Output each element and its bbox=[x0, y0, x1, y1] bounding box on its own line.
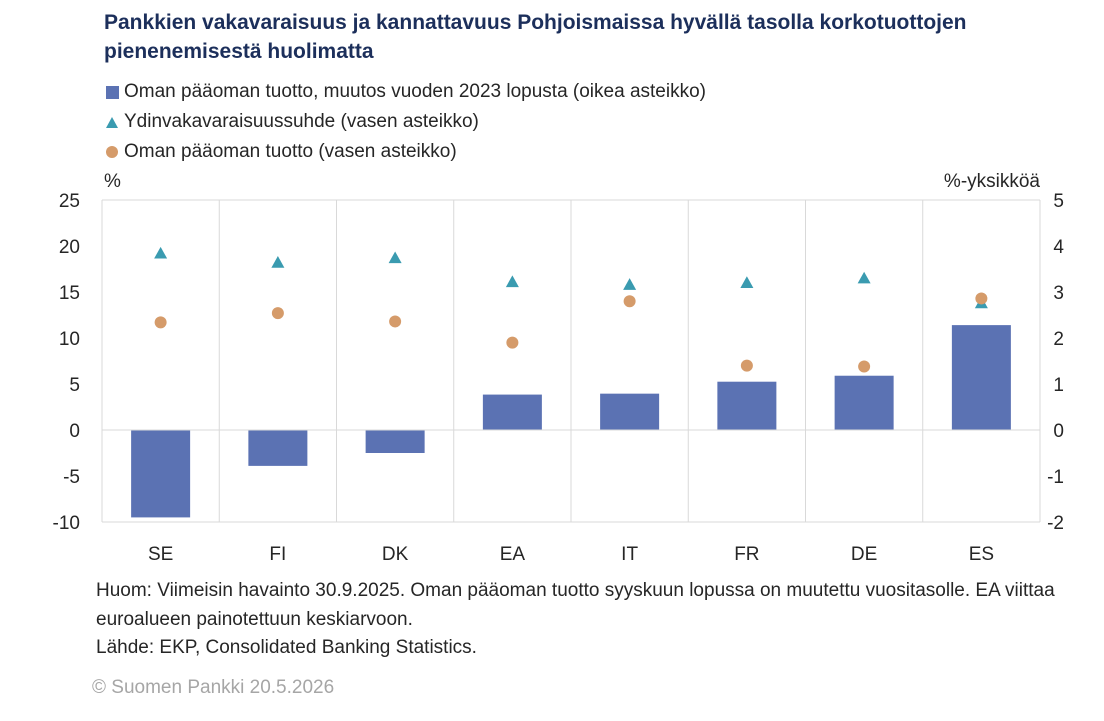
right-axis-tick-label: 5 bbox=[1053, 191, 1064, 212]
roe-point-fr bbox=[740, 359, 753, 372]
cet1-point-ea bbox=[505, 275, 519, 288]
cet1-point-fi bbox=[271, 256, 285, 268]
copyright-text: © Suomen Pankki 20.5.2026 bbox=[92, 677, 335, 698]
legend-item-roe: Oman pääoman tuotto (vasen asteikko) bbox=[104, 137, 706, 167]
right-axis-tick-label: 0 bbox=[1053, 421, 1064, 442]
x-axis-tick-label: SE bbox=[148, 544, 173, 565]
left-axis-tick-label: 20 bbox=[59, 237, 80, 258]
roe-point-es bbox=[975, 292, 988, 305]
cet1-point-de bbox=[857, 271, 871, 284]
left-axis-tick-label: -10 bbox=[53, 513, 80, 534]
x-axis-tick-label: EA bbox=[500, 544, 526, 565]
legend-triangle-marker bbox=[104, 116, 120, 128]
right-axis-tick-label: 3 bbox=[1053, 283, 1064, 304]
legend-item-cet1: Ydinvakavaraisuussuhde (vasen asteikko) bbox=[104, 107, 706, 137]
bar-dk bbox=[365, 430, 425, 453]
note-text: Huom: Viimeisin havainto 30.9.2025. Oman… bbox=[96, 580, 1055, 630]
x-axis-tick-label: DK bbox=[382, 544, 409, 565]
x-axis-tick-label: DE bbox=[851, 544, 877, 565]
left-axis-tick-label: 0 bbox=[69, 421, 80, 442]
right-axis-tick-label: -2 bbox=[1047, 513, 1064, 534]
legend-label: Ydinvakavaraisuussuhde (vasen asteikko) bbox=[124, 111, 479, 132]
bar-de bbox=[834, 375, 894, 430]
x-axis-tick-label: IT bbox=[621, 544, 638, 565]
cet1-point-fr bbox=[740, 276, 754, 288]
roe-point-it bbox=[623, 295, 636, 308]
legend-bar-marker bbox=[104, 85, 120, 99]
x-axis-tick-label: FR bbox=[734, 544, 759, 565]
left-axis-tick-label: 10 bbox=[59, 329, 80, 350]
roe-point-fi bbox=[271, 307, 284, 320]
right-axis-unit: %-yksikköä bbox=[943, 171, 1040, 192]
bar-fr bbox=[717, 381, 777, 430]
cet1-point-dk bbox=[388, 251, 402, 264]
legend-label: Oman pääoman tuotto (vasen asteikko) bbox=[124, 141, 457, 162]
left-axis-tick-label: -5 bbox=[63, 467, 80, 488]
cet1-point-se bbox=[154, 246, 168, 259]
right-axis-tick-label: 4 bbox=[1053, 237, 1064, 258]
chart-title: Pankkien vakavaraisuus ja kannattavuus P… bbox=[104, 11, 967, 63]
x-axis-tick-label: FI bbox=[269, 544, 286, 565]
legend-circle-marker bbox=[104, 146, 120, 158]
bar-es bbox=[951, 325, 1011, 430]
roe-point-se bbox=[154, 316, 167, 329]
bar-fi bbox=[248, 430, 308, 466]
right-axis-tick-label: -1 bbox=[1047, 467, 1064, 488]
source-text: Lähde: EKP, Consolidated Banking Statist… bbox=[96, 637, 477, 658]
legend-label: Oman pääoman tuotto, muutos vuoden 2023 … bbox=[124, 81, 706, 102]
legend: Oman pääoman tuotto, muutos vuoden 2023 … bbox=[104, 77, 706, 167]
roe-point-ea bbox=[506, 336, 519, 349]
bar-it bbox=[600, 393, 660, 430]
left-axis-tick-label: 25 bbox=[59, 191, 80, 212]
bar-ea bbox=[482, 394, 542, 430]
left-axis-tick-label: 5 bbox=[69, 375, 80, 396]
left-axis-tick-label: 15 bbox=[59, 283, 80, 304]
right-axis-tick-label: 2 bbox=[1053, 329, 1064, 350]
legend-item-roe-change: Oman pääoman tuotto, muutos vuoden 2023 … bbox=[104, 77, 706, 107]
right-axis-tick-label: 1 bbox=[1053, 375, 1064, 396]
roe-point-dk bbox=[389, 315, 402, 328]
bar-se bbox=[131, 430, 191, 518]
cet1-point-it bbox=[623, 278, 637, 290]
roe-point-de bbox=[858, 360, 871, 373]
chart-notes: Huom: Viimeisin havainto 30.9.2025. Oman… bbox=[96, 577, 1056, 663]
left-axis-unit: % bbox=[104, 171, 121, 192]
x-axis-tick-label: ES bbox=[969, 544, 994, 565]
